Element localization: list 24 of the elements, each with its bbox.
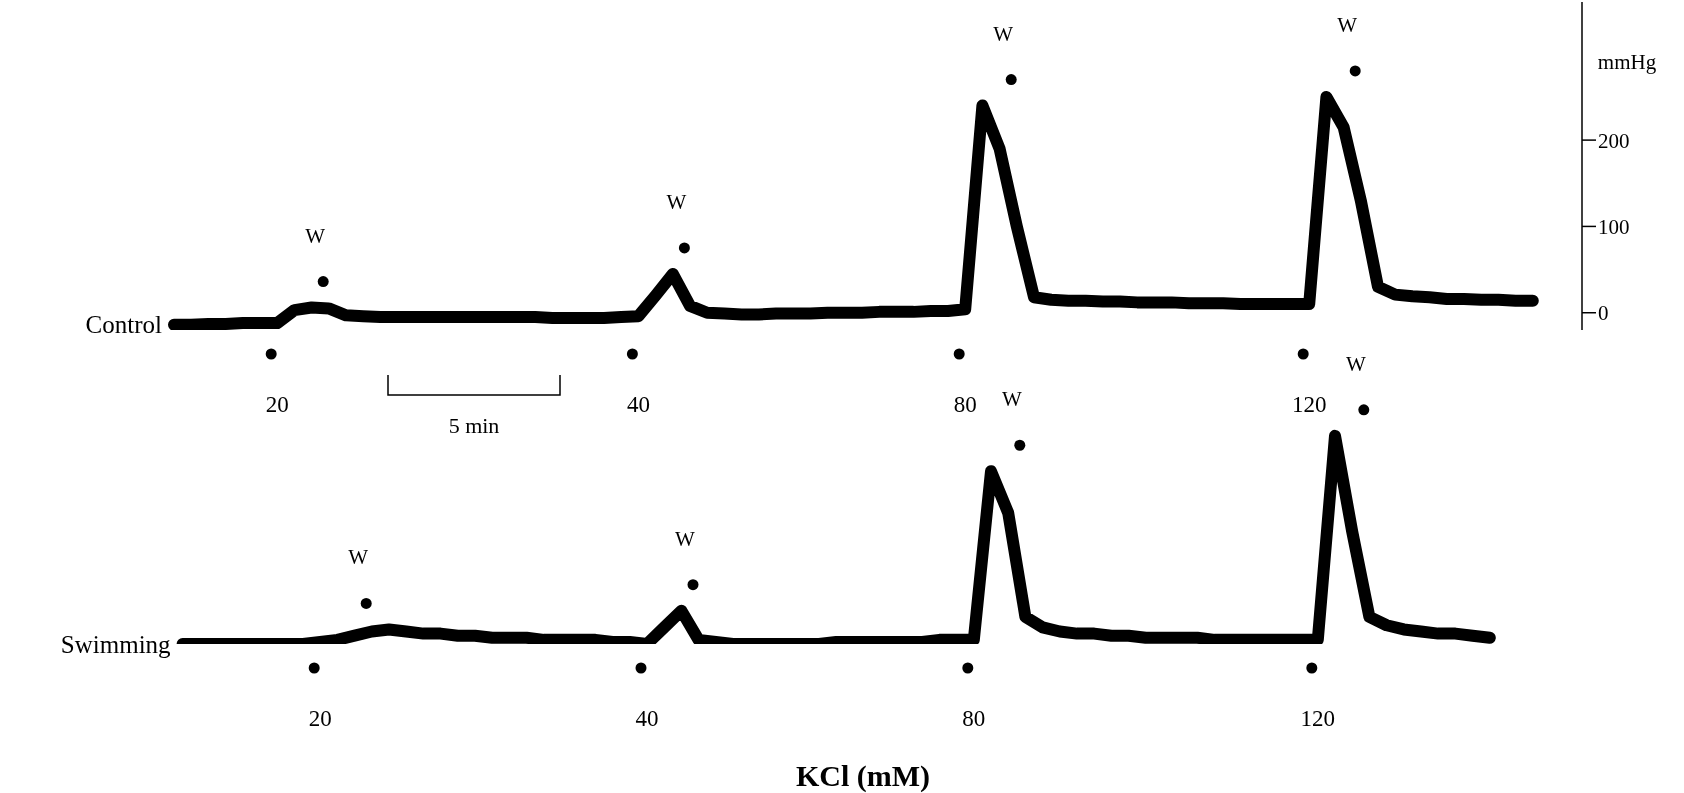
x-tick-label: 120 [1291,391,1327,417]
y-tick-label: 100 [1598,214,1630,239]
y-tick-label: 0 [1598,301,1609,326]
series-label: Control [85,311,163,339]
y-tick-label: 200 [1598,128,1630,153]
x-tick-label: 20 [308,705,332,731]
annotation: W [1337,12,1358,37]
text: W [1001,387,1022,412]
x-tick-label: 120 [1300,705,1336,731]
annotation: W [666,189,687,214]
series-label: Swimming [60,630,172,658]
annotation: W [675,526,696,551]
annotation: W [348,545,369,570]
x-tick-label: 20 [265,391,289,417]
x-tick-label: 80 [953,391,977,417]
annotation: W [305,223,326,248]
text: W [1345,351,1366,376]
y-axis-title: mmHg [1597,50,1657,74]
x-tick-label: 80 [962,705,986,731]
x-axis-title: KCl (mM) [795,758,931,793]
annotation: W [993,21,1014,46]
x-tick-label: 40 [635,705,659,731]
x-tick-label: 40 [626,391,650,417]
annotation: 5 min [448,412,500,438]
